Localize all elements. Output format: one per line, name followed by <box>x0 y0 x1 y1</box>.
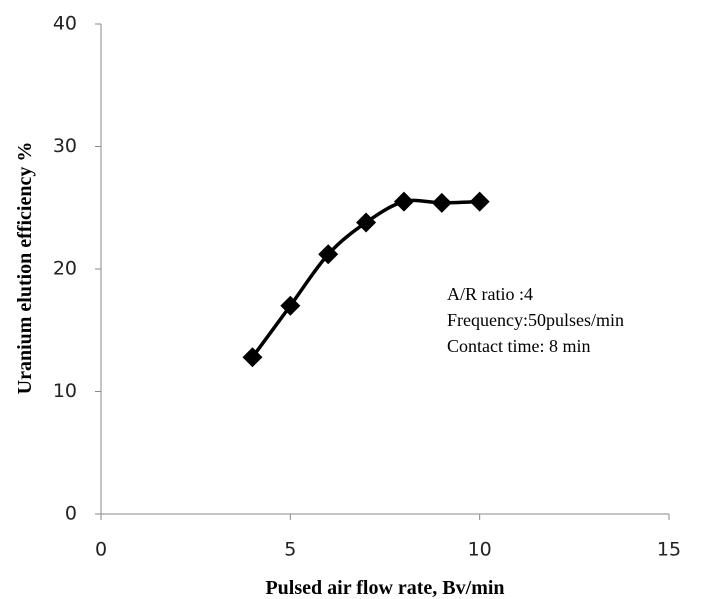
marker <box>469 191 490 212</box>
annotation: Contact time: 8 min <box>447 336 590 356</box>
y-tick-label: 40 <box>53 13 77 35</box>
annotation: A/R ratio :4 <box>447 284 533 304</box>
x-tick-label: 10 <box>468 539 492 561</box>
x-tick-label: 0 <box>95 539 107 561</box>
x-tick-label: 15 <box>657 539 681 561</box>
y-tick-label: 20 <box>53 258 77 280</box>
marker <box>356 212 377 233</box>
x-tick-label: 5 <box>284 539 296 561</box>
y-tick-label: 30 <box>53 135 77 157</box>
annotation: Frequency:50pulses/min <box>447 310 624 330</box>
y-tick-label: 10 <box>53 380 77 402</box>
marker <box>431 192 452 213</box>
marker <box>242 347 263 368</box>
marker <box>280 295 301 316</box>
y-tick-label: 0 <box>65 503 77 525</box>
x-axis-title: Pulsed air flow rate, Bv/min <box>265 577 504 599</box>
marker <box>318 244 339 265</box>
y-axis-title: Uranium elution efficiency % <box>14 142 36 395</box>
marker <box>393 191 414 212</box>
